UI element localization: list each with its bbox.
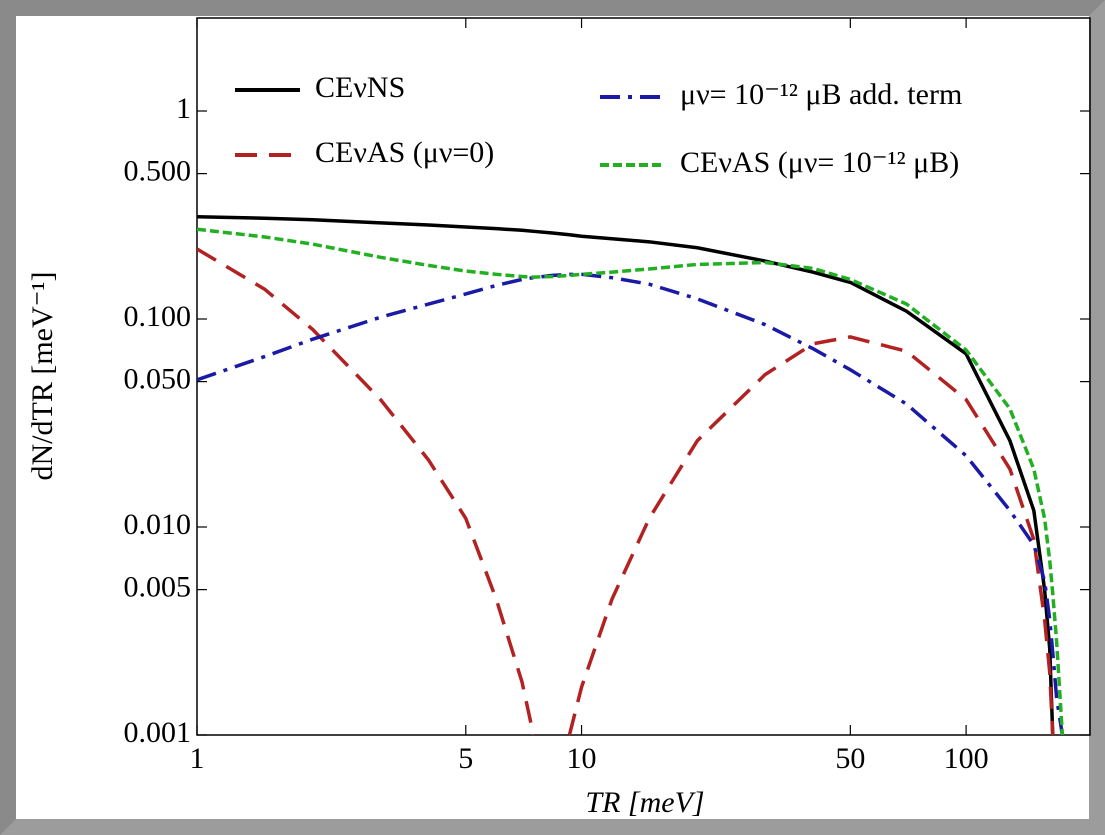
- series-line: [197, 215, 1055, 735]
- x-tick-label: 10: [567, 742, 597, 775]
- y-tick-label: 1: [176, 92, 191, 125]
- x-tick-label: 100: [944, 742, 989, 775]
- y-tick-label: 0.001: [124, 716, 192, 749]
- x-tick-label: 50: [835, 742, 865, 775]
- series-line: [197, 227, 1065, 735]
- legend-label: CEνAS (μν= 10⁻¹² μB): [680, 146, 959, 179]
- series-line: [197, 247, 1055, 735]
- plot-area: [197, 215, 1065, 735]
- y-tick-label: 0.005: [124, 571, 192, 604]
- y-tick-label: 0.100: [124, 300, 192, 333]
- x-tick-label: 1: [190, 742, 205, 775]
- y-tick-label: 0.050: [124, 363, 192, 396]
- legend-label: CEνNS: [315, 71, 405, 104]
- x-tick-label: 5: [458, 742, 473, 775]
- y-tick-label: 0.500: [124, 155, 192, 188]
- plot-frame: [196, 17, 1091, 736]
- y-axis-title: dN/dTR [meV⁻¹]: [26, 272, 59, 481]
- legend-label: CEνAS (μν=0): [315, 136, 494, 169]
- y-tick-label: 0.010: [124, 508, 192, 541]
- x-axis-title: TR [meV]: [585, 786, 704, 819]
- series-line: [197, 272, 1065, 735]
- legend-label: μν= 10⁻¹² μB add. term: [680, 78, 962, 111]
